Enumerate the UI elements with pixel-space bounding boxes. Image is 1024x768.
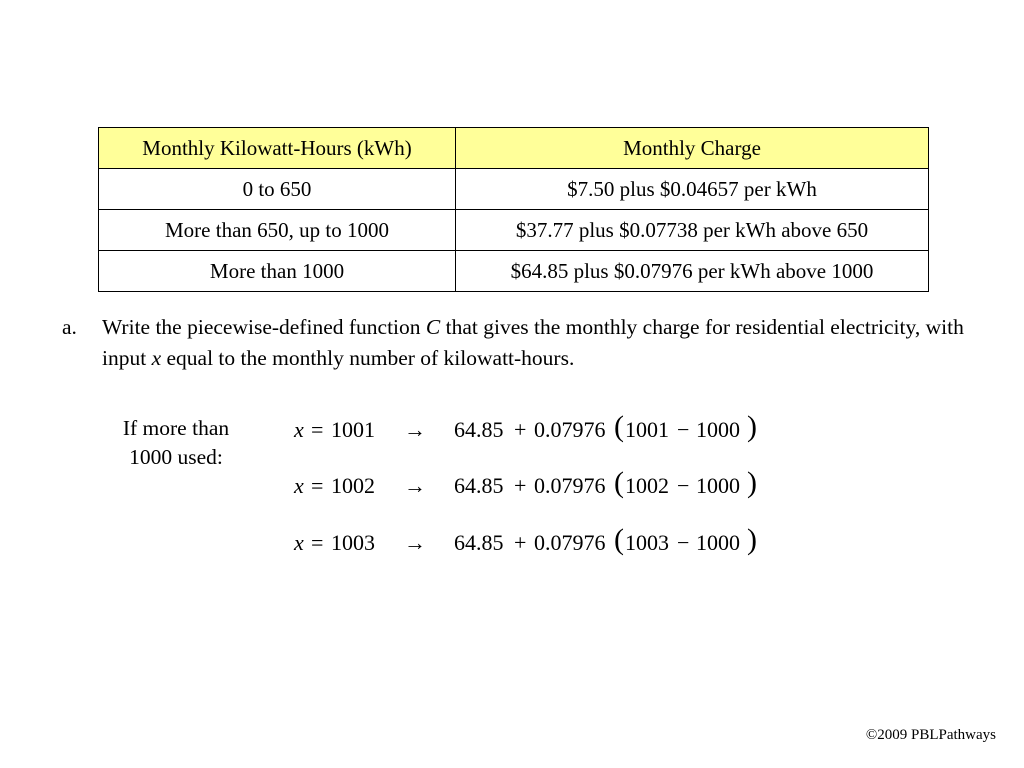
question-text: Write the piecewise-defined function C t… bbox=[102, 312, 982, 374]
function-variable: C bbox=[425, 315, 441, 339]
copyright-footer: ©2009 PBLPathways bbox=[865, 727, 996, 743]
rate-table: Monthly Kilowatt-Hours (kWh) Monthly Cha… bbox=[98, 127, 929, 292]
eq-x-value: 1001 bbox=[331, 417, 375, 442]
eq-minus: − bbox=[677, 473, 690, 498]
eq-threshold: 1000 bbox=[696, 473, 740, 498]
eq-base-charge: 64.85 bbox=[454, 473, 504, 498]
eq-right-paren: ) bbox=[747, 466, 757, 499]
eq-left-paren: ( bbox=[614, 466, 624, 499]
question-text-part: that gives the monthly charge for reside… bbox=[102, 315, 964, 370]
eq-threshold: 1000 bbox=[696, 417, 740, 442]
side-note-line: 1000 used: bbox=[129, 445, 223, 469]
eq-equals: = bbox=[311, 530, 324, 555]
eq-rate: 0.07976 bbox=[534, 473, 606, 498]
question-text-part: Write the piecewise-defined function bbox=[102, 315, 426, 339]
eq-variable: x bbox=[294, 473, 304, 498]
table-header-row: Monthly Kilowatt-Hours (kWh) Monthly Cha… bbox=[98, 127, 929, 169]
eq-base-charge: 64.85 bbox=[454, 417, 504, 442]
eq-plus: + bbox=[514, 417, 527, 442]
eq-equals: = bbox=[311, 417, 324, 442]
table-cell-charge: $64.85 plus $0.07976 per kWh above 1000 bbox=[455, 250, 929, 292]
column-header-kwh: Monthly Kilowatt-Hours (kWh) bbox=[98, 127, 456, 169]
eq-threshold: 1000 bbox=[696, 530, 740, 555]
eq-left-paren: ( bbox=[614, 410, 624, 443]
eq-inner-value: 1002 bbox=[625, 473, 669, 498]
eq-x-value: 1003 bbox=[331, 530, 375, 555]
eq-right-paren: ) bbox=[747, 523, 757, 556]
eq-minus: − bbox=[677, 417, 690, 442]
input-variable: x bbox=[151, 346, 162, 370]
table-row: 0 to 650 $7.50 plus $0.04657 per kWh bbox=[98, 168, 929, 210]
table-cell-charge: $37.77 plus $0.07738 per kWh above 650 bbox=[455, 209, 929, 251]
eq-plus: + bbox=[514, 473, 527, 498]
side-note: If more than 1000 used: bbox=[96, 414, 256, 472]
eq-rate: 0.07976 bbox=[534, 417, 606, 442]
eq-variable: x bbox=[294, 530, 304, 555]
eq-plus: + bbox=[514, 530, 527, 555]
eq-equals: = bbox=[311, 473, 324, 498]
eq-minus: − bbox=[677, 530, 690, 555]
right-arrow-icon: → bbox=[404, 473, 426, 498]
eq-inner-value: 1001 bbox=[625, 417, 669, 442]
table-row: More than 650, up to 1000 $37.77 plus $0… bbox=[98, 209, 929, 251]
eq-inner-value: 1003 bbox=[625, 530, 669, 555]
eq-x-value: 1002 bbox=[331, 473, 375, 498]
table-cell-kwh: More than 650, up to 1000 bbox=[98, 209, 456, 251]
eq-left-paren: ( bbox=[614, 523, 624, 556]
eq-base-charge: 64.85 bbox=[454, 530, 504, 555]
eq-right-paren: ) bbox=[747, 410, 757, 443]
side-note-line: If more than bbox=[122, 416, 230, 440]
question-text-part: equal to the monthly number of kilowatt-… bbox=[161, 346, 575, 370]
eq-variable: x bbox=[294, 417, 304, 442]
column-header-charge: Monthly Charge bbox=[455, 127, 929, 169]
question-marker: a. bbox=[62, 315, 77, 339]
table-row: More than 1000 $64.85 plus $0.07976 per … bbox=[98, 250, 929, 292]
eq-rate: 0.07976 bbox=[534, 530, 606, 555]
right-arrow-icon: → bbox=[404, 530, 426, 555]
table-cell-kwh: More than 1000 bbox=[98, 250, 456, 292]
right-arrow-icon: → bbox=[404, 417, 426, 442]
table-cell-kwh: 0 to 650 bbox=[98, 168, 456, 210]
table-cell-charge: $7.50 plus $0.04657 per kWh bbox=[455, 168, 929, 210]
